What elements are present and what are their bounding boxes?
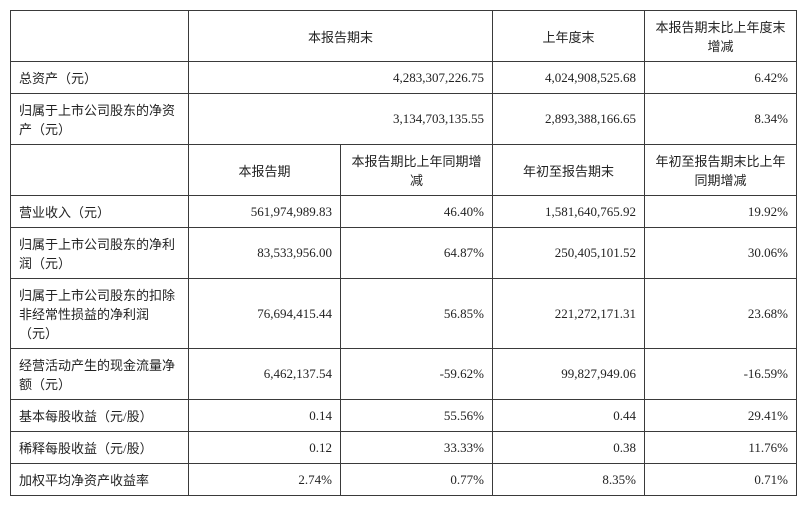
cell-value: 561,974,989.83 (189, 196, 341, 228)
cell-value: 4,024,908,525.68 (493, 62, 645, 94)
cell-value: 0.14 (189, 400, 341, 432)
cell-value: 19.92% (645, 196, 797, 228)
cell-value: 4,283,307,226.75 (189, 62, 493, 94)
cell-value: 56.85% (341, 279, 493, 349)
row-label: 基本每股收益（元/股） (11, 400, 189, 432)
cell-value: 0.38 (493, 432, 645, 464)
col-header: 上年度末 (493, 11, 645, 62)
cell-value: 8.35% (493, 464, 645, 496)
header-row-1: 本报告期末 上年度末 本报告期末比上年度末增减 (11, 11, 797, 62)
table-row: 基本每股收益（元/股） 0.14 55.56% 0.44 29.41% (11, 400, 797, 432)
row-label: 营业收入（元） (11, 196, 189, 228)
cell-value: 30.06% (645, 228, 797, 279)
cell-value: -16.59% (645, 349, 797, 400)
cell-value: 76,694,415.44 (189, 279, 341, 349)
row-label: 归属于上市公司股东的净资产（元） (11, 94, 189, 145)
row-label: 加权平均净资产收益率 (11, 464, 189, 496)
table-row: 经营活动产生的现金流量净额（元） 6,462,137.54 -59.62% 99… (11, 349, 797, 400)
cell-value: 2.74% (189, 464, 341, 496)
table-row: 归属于上市公司股东的净资产（元） 3,134,703,135.55 2,893,… (11, 94, 797, 145)
row-label: 归属于上市公司股东的净利润（元） (11, 228, 189, 279)
col-header: 本报告期比上年同期增减 (341, 145, 493, 196)
cell-value: 6,462,137.54 (189, 349, 341, 400)
blank-cell (11, 11, 189, 62)
cell-value: 83,533,956.00 (189, 228, 341, 279)
cell-value: 0.71% (645, 464, 797, 496)
cell-value: 3,134,703,135.55 (189, 94, 493, 145)
cell-value: 64.87% (341, 228, 493, 279)
row-label: 归属于上市公司股东的扣除非经常性损益的净利润（元） (11, 279, 189, 349)
table-row: 总资产（元） 4,283,307,226.75 4,024,908,525.68… (11, 62, 797, 94)
cell-value: 221,272,171.31 (493, 279, 645, 349)
cell-value: 0.12 (189, 432, 341, 464)
header-row-2: 本报告期 本报告期比上年同期增减 年初至报告期末 年初至报告期末比上年同期增减 (11, 145, 797, 196)
cell-value: 0.77% (341, 464, 493, 496)
col-header: 本报告期 (189, 145, 341, 196)
col-header: 年初至报告期末比上年同期增减 (645, 145, 797, 196)
cell-value: 250,405,101.52 (493, 228, 645, 279)
cell-value: 11.76% (645, 432, 797, 464)
blank-cell (11, 145, 189, 196)
table-row: 营业收入（元） 561,974,989.83 46.40% 1,581,640,… (11, 196, 797, 228)
cell-value: -59.62% (341, 349, 493, 400)
col-header: 年初至报告期末 (493, 145, 645, 196)
table-row: 归属于上市公司股东的扣除非经常性损益的净利润（元） 76,694,415.44 … (11, 279, 797, 349)
table-row: 归属于上市公司股东的净利润（元） 83,533,956.00 64.87% 25… (11, 228, 797, 279)
cell-value: 29.41% (645, 400, 797, 432)
cell-value: 6.42% (645, 62, 797, 94)
col-header: 本报告期末 (189, 11, 493, 62)
cell-value: 0.44 (493, 400, 645, 432)
cell-value: 55.56% (341, 400, 493, 432)
cell-value: 99,827,949.06 (493, 349, 645, 400)
cell-value: 8.34% (645, 94, 797, 145)
table-row: 加权平均净资产收益率 2.74% 0.77% 8.35% 0.71% (11, 464, 797, 496)
row-label: 总资产（元） (11, 62, 189, 94)
row-label: 经营活动产生的现金流量净额（元） (11, 349, 189, 400)
col-header: 本报告期末比上年度末增减 (645, 11, 797, 62)
cell-value: 46.40% (341, 196, 493, 228)
cell-value: 33.33% (341, 432, 493, 464)
cell-value: 1,581,640,765.92 (493, 196, 645, 228)
table-row: 稀释每股收益（元/股） 0.12 33.33% 0.38 11.76% (11, 432, 797, 464)
financial-table: 本报告期末 上年度末 本报告期末比上年度末增减 总资产（元） 4,283,307… (10, 10, 797, 496)
cell-value: 2,893,388,166.65 (493, 94, 645, 145)
cell-value: 23.68% (645, 279, 797, 349)
row-label: 稀释每股收益（元/股） (11, 432, 189, 464)
